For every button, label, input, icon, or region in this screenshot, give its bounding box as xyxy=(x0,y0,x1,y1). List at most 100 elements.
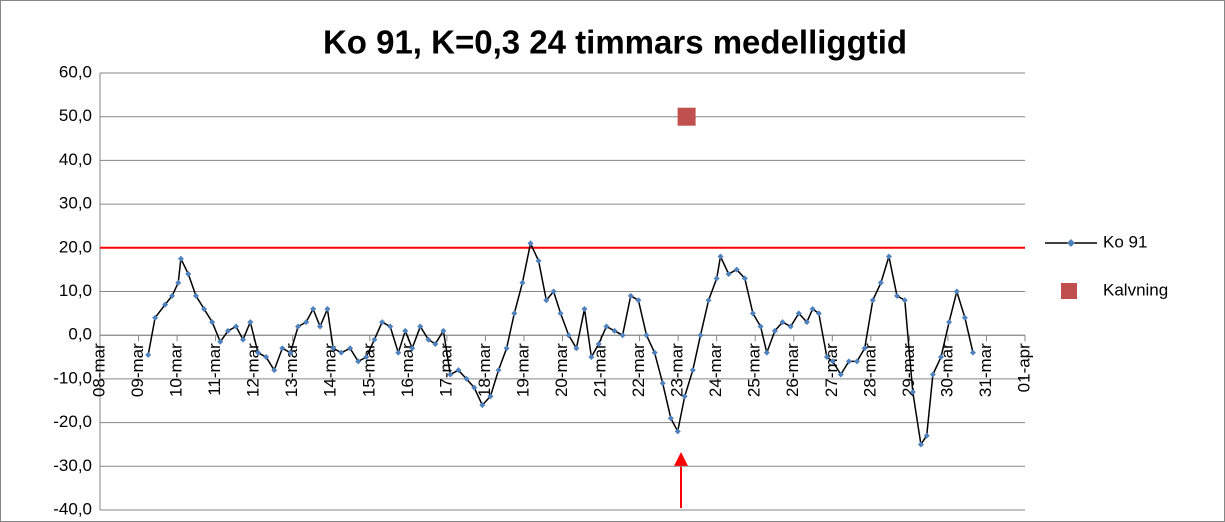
x-tick-label: 12-mar xyxy=(244,343,263,397)
x-tick-label: 11-mar xyxy=(205,343,224,396)
point-marker xyxy=(255,349,262,356)
x-tick-label: 08-mar xyxy=(89,343,108,397)
x-tick-label: 19-mar xyxy=(513,343,532,397)
x-tick-label: 13-mar xyxy=(282,343,301,397)
point-marker xyxy=(271,367,278,374)
point-marker xyxy=(371,336,378,343)
point-marker xyxy=(455,367,462,374)
point-marker xyxy=(809,305,816,312)
point-marker xyxy=(725,271,732,278)
y-tick-label: 50,0 xyxy=(59,106,92,125)
point-marker xyxy=(674,428,681,435)
point-marker xyxy=(363,354,370,361)
x-tick-label: 17-mar xyxy=(436,343,455,397)
point-marker xyxy=(923,432,930,439)
point-marker xyxy=(487,393,494,400)
legend-marker xyxy=(1061,283,1077,299)
point-marker xyxy=(557,310,564,317)
point-marker xyxy=(503,345,510,352)
y-tick-label: 10,0 xyxy=(59,281,92,300)
point-marker xyxy=(447,371,454,378)
point-marker xyxy=(667,415,674,422)
point-marker xyxy=(749,310,756,317)
x-tick-label: 10-mar xyxy=(167,343,186,397)
point-marker xyxy=(417,323,424,330)
point-marker xyxy=(937,354,944,361)
point-marker xyxy=(330,345,337,352)
point-marker xyxy=(145,351,152,358)
point-marker xyxy=(929,371,936,378)
point-marker xyxy=(894,292,901,299)
x-tick-label: 20-mar xyxy=(552,343,571,397)
point-marker xyxy=(387,323,394,330)
point-marker xyxy=(757,323,764,330)
point-marker xyxy=(463,375,470,382)
point-marker xyxy=(619,332,626,339)
point-marker xyxy=(279,345,286,352)
point-marker xyxy=(233,323,240,330)
point-marker xyxy=(224,327,231,334)
point-marker xyxy=(763,349,770,356)
chart-title: Ko 91, K=0,3 24 timmars medelliggtid xyxy=(323,24,907,61)
legend-label: Ko 91 xyxy=(1103,232,1147,251)
point-marker xyxy=(829,358,836,365)
point-marker xyxy=(573,345,580,352)
y-tick-label: -10,0 xyxy=(53,368,92,387)
point-marker xyxy=(355,358,362,365)
point-marker xyxy=(543,297,550,304)
point-marker xyxy=(535,257,542,264)
x-tick-label: 31-mar xyxy=(976,343,995,397)
point-marker xyxy=(317,323,324,330)
point-marker xyxy=(795,310,802,317)
point-marker xyxy=(877,279,884,286)
point-marker xyxy=(733,266,740,273)
point-marker xyxy=(519,279,526,286)
point-marker xyxy=(705,297,712,304)
point-marker xyxy=(287,349,294,356)
point-marker xyxy=(603,323,610,330)
point-marker xyxy=(565,332,572,339)
y-tick-label: 40,0 xyxy=(59,150,92,169)
point-marker xyxy=(324,305,331,312)
point-marker xyxy=(953,288,960,295)
point-marker xyxy=(946,319,953,326)
point-marker xyxy=(338,349,345,356)
point-marker xyxy=(192,292,199,299)
point-marker xyxy=(741,275,748,282)
legend-marker xyxy=(1067,239,1075,247)
point-marker xyxy=(209,319,216,326)
point-marker xyxy=(550,288,557,295)
point-marker xyxy=(595,340,602,347)
point-marker xyxy=(885,253,892,260)
point-marker xyxy=(627,292,634,299)
point-marker xyxy=(295,323,302,330)
x-tick-label: 23-mar xyxy=(668,343,687,397)
y-tick-label: -20,0 xyxy=(53,412,92,431)
y-tick-label: 30,0 xyxy=(59,194,92,213)
point-marker xyxy=(969,349,976,356)
point-marker xyxy=(177,255,184,262)
point-marker xyxy=(581,305,588,312)
y-tick-label: -40,0 xyxy=(53,499,92,518)
point-marker xyxy=(681,393,688,400)
x-tick-label: 28-mar xyxy=(860,343,879,397)
point-marker xyxy=(643,332,650,339)
point-marker xyxy=(901,297,908,304)
x-tick-label: 22-mar xyxy=(629,343,648,397)
point-marker xyxy=(247,319,254,326)
point-marker xyxy=(869,297,876,304)
point-marker xyxy=(175,279,182,286)
point-marker xyxy=(471,384,478,391)
y-tick-label: 20,0 xyxy=(59,237,92,256)
point-marker xyxy=(779,319,786,326)
point-marker xyxy=(961,314,968,321)
point-marker xyxy=(409,345,416,352)
point-marker xyxy=(162,301,169,308)
point-marker xyxy=(239,336,246,343)
point-marker xyxy=(152,314,159,321)
point-marker xyxy=(527,240,534,247)
point-marker xyxy=(771,327,778,334)
point-marker xyxy=(395,349,402,356)
